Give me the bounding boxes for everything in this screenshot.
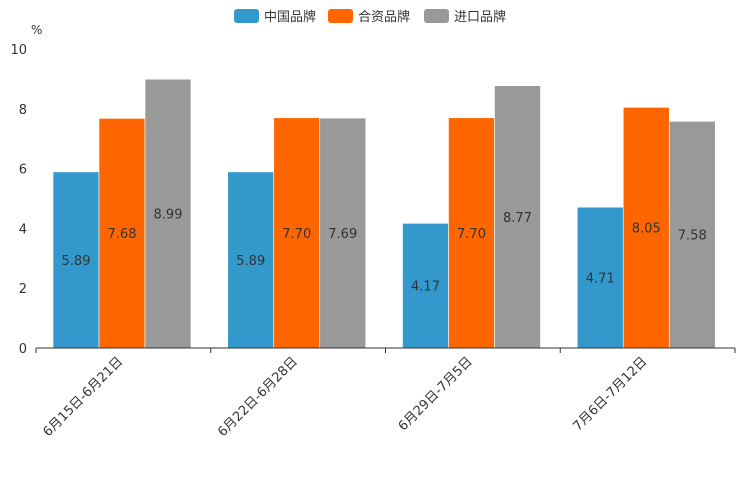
y-tick-label: 0 (19, 342, 27, 357)
bar[interactable] (668, 121, 716, 349)
data-label: 8.99 (154, 208, 183, 223)
y-tick-label: 8 (19, 103, 27, 118)
bar[interactable] (144, 78, 192, 349)
bar[interactable] (448, 117, 495, 349)
legend: 中国品牌 合资品牌 进口品牌 (234, 9, 506, 25)
y-tick-label: 2 (19, 282, 27, 297)
bars (52, 78, 716, 349)
x-tick-label: 7月6日-7月12日 (571, 354, 651, 434)
x-tick-label: 6月29日-7月5日 (396, 354, 476, 434)
legend-label[interactable]: 中国品牌 (264, 9, 316, 25)
data-label: 7.69 (328, 227, 357, 242)
legend-swatch[interactable] (234, 9, 259, 23)
y-tick-label: 4 (19, 222, 27, 237)
data-label: 7.68 (108, 227, 137, 242)
y-tick-label: 6 (19, 163, 27, 178)
legend-label[interactable]: 进口品牌 (454, 9, 506, 25)
bar[interactable] (273, 117, 321, 349)
data-labels: 5.89 7.68 8.99 5.89 7.70 7.69 4.17 7.70 8.77 4.71… (62, 208, 707, 295)
data-label: 8.77 (503, 211, 532, 226)
data-label: 8.05 (632, 222, 661, 237)
x-tick-label: 6月22日-6月28日 (215, 354, 301, 440)
data-label: 7.70 (282, 227, 311, 242)
y-axis: 0 2 4 6 8 10 (10, 43, 27, 357)
legend-label[interactable]: 合资品牌 (358, 9, 410, 25)
data-label: 4.17 (411, 280, 440, 295)
data-label: 7.58 (678, 229, 707, 244)
bar[interactable] (576, 206, 624, 349)
data-label: 4.71 (586, 272, 615, 287)
x-axis: 6月15日-6月21日 6月22日-6月28日 6月29日-7月5日 7月6日-7月1… (35, 347, 736, 440)
legend-swatch[interactable] (424, 9, 449, 23)
data-label: 5.89 (236, 254, 265, 269)
x-tick-label: 6月15日-6月21日 (40, 354, 126, 440)
y-axis-unit: % (31, 23, 42, 37)
bar[interactable] (52, 171, 100, 349)
legend-swatch[interactable] (328, 9, 353, 23)
data-label: 7.70 (457, 227, 486, 242)
data-label: 5.89 (62, 254, 91, 269)
y-tick-label: 10 (10, 43, 27, 58)
bar[interactable] (98, 118, 146, 349)
bar[interactable] (319, 117, 367, 349)
bar[interactable] (227, 171, 275, 349)
